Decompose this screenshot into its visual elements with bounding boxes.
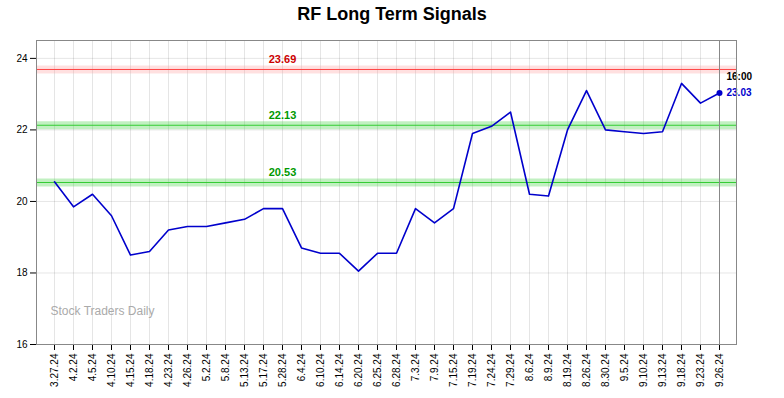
html-text:RF Long Term Signals: RF Long Term Signals [297,4,487,24]
svg-text:4.23.24: 4.23.24 [163,353,174,387]
svg-text:4.26.24: 4.26.24 [182,353,193,387]
svg-text:22: 22 [16,124,28,135]
svg-text:7.24.24: 7.24.24 [486,353,497,387]
svg-text:3.27.24: 3.27.24 [49,353,60,387]
svg-text:9.26.24: 9.26.24 [714,353,725,387]
svg-text:4.18.24: 4.18.24 [144,353,155,387]
svg-text:9.5.24: 9.5.24 [619,353,630,381]
svg-text:5.17.24: 5.17.24 [258,353,269,387]
svg-text:9.10.24: 9.10.24 [638,353,649,387]
svg-text:4.10.24: 4.10.24 [106,353,117,387]
svg-text:6.14.24: 6.14.24 [334,353,345,387]
svg-text:24: 24 [16,53,28,64]
svg-text:8.30.24: 8.30.24 [600,353,611,387]
svg-text:23.69: 23.69 [269,53,297,65]
svg-text:7.29.24: 7.29.24 [505,353,516,387]
svg-text:18: 18 [16,267,28,278]
svg-text:8.19.24: 8.19.24 [562,353,573,387]
svg-text:8.26.24: 8.26.24 [581,353,592,387]
svg-text:7.3.24: 7.3.24 [410,353,421,381]
svg-text:5.28.24: 5.28.24 [277,353,288,387]
svg-text:20.53: 20.53 [269,166,297,178]
svg-text:16: 16 [16,339,28,350]
svg-text:4.2.24: 4.2.24 [68,353,79,381]
svg-text:Stock Traders Daily: Stock Traders Daily [51,304,155,318]
svg-text:6.28.24: 6.28.24 [391,353,402,387]
svg-text:20: 20 [16,196,28,207]
svg-text:5.13.24: 5.13.24 [239,353,250,387]
svg-text:6.10.24: 6.10.24 [315,353,326,387]
svg-text:4.15.24: 4.15.24 [125,353,136,387]
svg-text:7.19.24: 7.19.24 [467,353,478,387]
svg-text:6.4.24: 6.4.24 [296,353,307,381]
svg-text:7.15.24: 7.15.24 [448,353,459,387]
svg-text:22.13: 22.13 [269,109,297,121]
svg-text:16:00: 16:00 [727,71,753,82]
svg-text:8.9.24: 8.9.24 [543,353,554,381]
svg-text:9.13.24: 9.13.24 [657,353,668,387]
svg-text:5.8.24: 5.8.24 [220,353,231,381]
svg-text:6.25.24: 6.25.24 [372,353,383,387]
svg-text:23.03: 23.03 [727,87,752,98]
svg-text:6.20.24: 6.20.24 [353,353,364,387]
svg-text:9.23.24: 9.23.24 [695,353,706,387]
svg-text:8.6.24: 8.6.24 [524,353,535,381]
svg-text:7.9.24: 7.9.24 [429,353,440,381]
svg-text:5.2.24: 5.2.24 [201,353,212,381]
svg-text:4.5.24: 4.5.24 [87,353,98,381]
svg-text:9.18.24: 9.18.24 [676,353,687,387]
